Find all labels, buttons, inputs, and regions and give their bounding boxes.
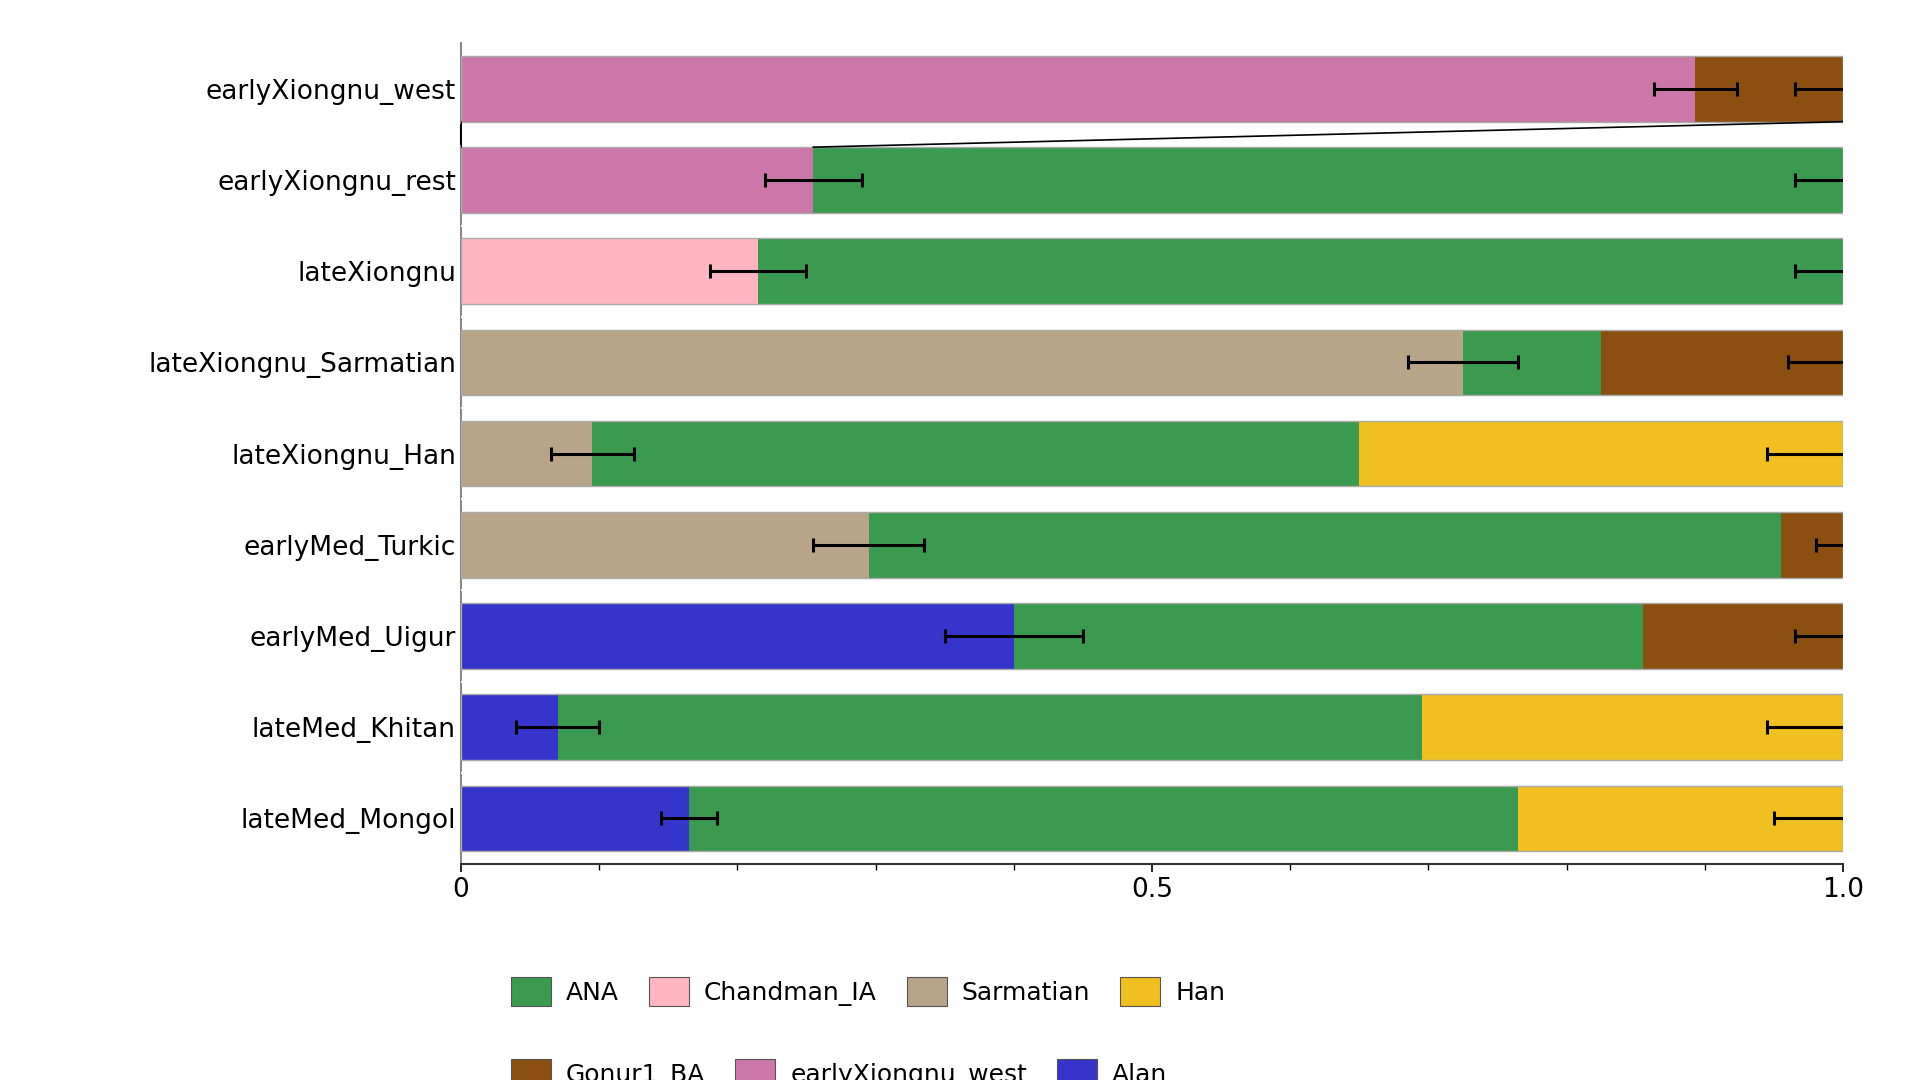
Bar xyxy=(461,603,1014,669)
Bar xyxy=(461,694,1843,760)
Bar xyxy=(1014,603,1644,669)
Bar xyxy=(1359,421,1843,486)
Bar xyxy=(461,56,1695,122)
Bar xyxy=(461,421,1843,486)
Bar xyxy=(461,512,868,578)
Bar xyxy=(461,239,1843,305)
Legend: Gonur1_BA, earlyXiongnu_west, Alan: Gonur1_BA, earlyXiongnu_west, Alan xyxy=(501,1049,1177,1080)
Bar xyxy=(814,147,1843,213)
Bar xyxy=(461,147,814,213)
Bar xyxy=(591,421,1359,486)
Bar xyxy=(1782,512,1843,578)
Bar xyxy=(1601,329,1843,395)
Bar xyxy=(758,239,1843,305)
Bar xyxy=(461,122,1843,147)
Bar xyxy=(461,329,1463,395)
Bar xyxy=(1463,329,1601,395)
Bar xyxy=(461,329,1843,395)
Bar xyxy=(1421,694,1843,760)
Bar xyxy=(1695,56,1843,122)
Bar xyxy=(461,147,1843,213)
Bar xyxy=(461,56,1843,122)
Bar xyxy=(461,421,591,486)
Bar xyxy=(689,785,1519,851)
Bar xyxy=(461,239,758,305)
Bar xyxy=(1519,785,1843,851)
Bar xyxy=(461,512,1843,578)
Bar xyxy=(461,785,1843,851)
Bar xyxy=(461,694,557,760)
Bar xyxy=(461,603,1843,669)
Bar xyxy=(868,512,1782,578)
Bar xyxy=(557,694,1421,760)
Bar xyxy=(461,785,689,851)
Bar xyxy=(1644,603,1843,669)
